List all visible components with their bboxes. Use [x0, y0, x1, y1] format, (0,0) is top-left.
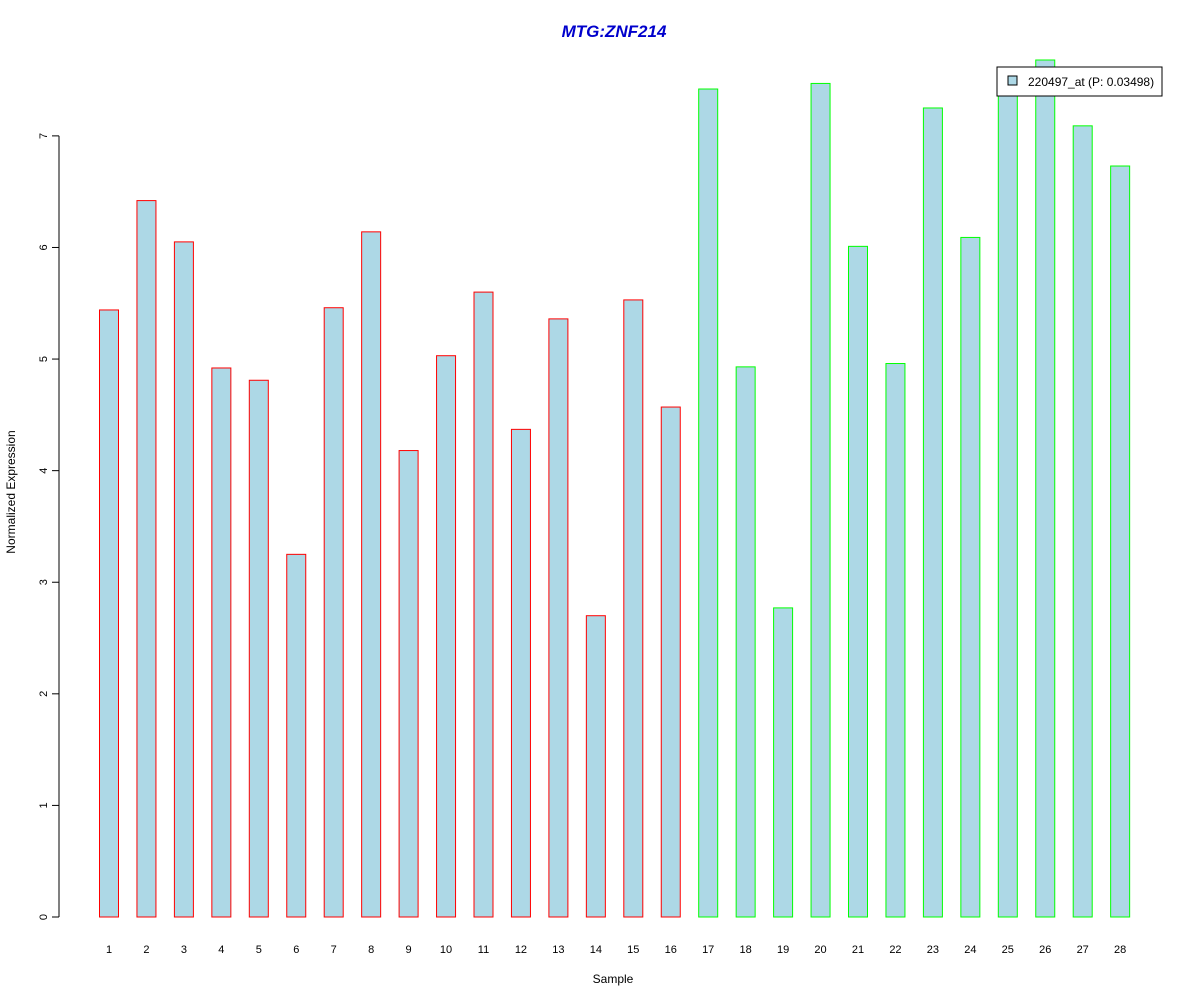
- x-tick-label: 16: [665, 944, 677, 956]
- bar-sample-7: [323, 307, 344, 918]
- bar-sample-12: [510, 428, 531, 918]
- bar-sample-5: [248, 379, 269, 918]
- legend-box: [996, 66, 1163, 97]
- y-tick-label: 4: [38, 468, 50, 474]
- x-tick-label: 7: [331, 944, 337, 956]
- y-tick-label: 3: [38, 579, 50, 585]
- bar-sample-22: [885, 363, 906, 918]
- x-tick-label: 1: [106, 944, 112, 956]
- bar-sample-14: [585, 615, 606, 918]
- chart-title: MTG:ZNF214: [562, 22, 667, 41]
- x-tick-label: 19: [777, 944, 789, 956]
- bar-sample-19: [773, 607, 794, 918]
- x-tick-label: 17: [702, 944, 714, 956]
- bar-sample-25: [997, 88, 1018, 918]
- y-tick-label: 6: [38, 244, 50, 250]
- x-tick-label: 25: [1002, 944, 1014, 956]
- y-tick-label: 2: [38, 691, 50, 697]
- x-tick-label: 23: [927, 944, 939, 956]
- y-axis: 0 1 2 3 4 5 6 7: [38, 133, 60, 920]
- y-tick-label: 5: [38, 356, 50, 362]
- x-tick-label: 3: [181, 944, 187, 956]
- x-tick-label: 13: [552, 944, 564, 956]
- bar-sample-6: [286, 553, 307, 918]
- x-tick-label: 8: [368, 944, 374, 956]
- x-tick-label: 10: [440, 944, 452, 956]
- bar-sample-17: [698, 88, 719, 918]
- bar-sample-4: [211, 367, 232, 918]
- bar-sample-3: [173, 241, 194, 918]
- x-tick-label: 18: [740, 944, 752, 956]
- x-tick-label: 20: [814, 944, 826, 956]
- bar-sample-27: [1072, 125, 1093, 918]
- bar-sample-15: [623, 299, 644, 918]
- bar-sample-18: [735, 366, 756, 918]
- x-tick-labels: 1 2 3 4 5 6 7 8 9 10 11 12 13 14 15 16 17 18 19 20 21 22 23 24 2…: [106, 944, 1126, 956]
- x-tick-label: 26: [1039, 944, 1051, 956]
- bar-sample-2: [136, 200, 157, 918]
- x-tick-label: 12: [515, 944, 527, 956]
- y-tick-label: 1: [38, 802, 50, 808]
- bar-sample-21: [848, 245, 868, 918]
- x-tick-label: 4: [218, 944, 224, 956]
- bar-sample-9: [398, 450, 419, 918]
- x-tick-label: 21: [852, 944, 864, 956]
- x-tick-label: 11: [478, 944, 489, 956]
- bar-sample-1: [99, 309, 119, 918]
- bar-sample-13: [548, 318, 569, 918]
- x-tick-label: 5: [256, 944, 262, 956]
- legend: 220497_at (P: 0.03498): [996, 66, 1163, 97]
- y-tick-label: 7: [38, 133, 50, 139]
- bar-sample-10: [436, 355, 457, 918]
- bar-sample-24: [960, 236, 981, 918]
- bar-sample-11: [473, 291, 494, 918]
- x-tick-label: 27: [1077, 944, 1089, 956]
- x-tick-label: 28: [1114, 944, 1126, 956]
- x-tick-label: 6: [293, 944, 299, 956]
- x-tick-label: 2: [143, 944, 149, 956]
- bar-sample-28: [1110, 165, 1131, 918]
- bar-sample-8: [361, 231, 382, 918]
- x-axis-label: Sample: [593, 972, 634, 986]
- bar-sample-20: [810, 82, 831, 918]
- x-tick-label: 14: [590, 944, 602, 956]
- x-tick-label: 15: [627, 944, 639, 956]
- bar-sample-26: [1035, 59, 1056, 918]
- x-tick-label: 22: [889, 944, 901, 956]
- legend-label: 220497_at (P: 0.03498): [1028, 75, 1154, 89]
- x-tick-label: 9: [406, 944, 412, 956]
- y-tick-label: 0: [38, 914, 50, 920]
- bars: [99, 59, 1131, 918]
- y-axis-label: Normalized Expression: [4, 430, 18, 553]
- bar-sample-23: [922, 107, 943, 918]
- bar-sample-16: [660, 406, 681, 918]
- x-tick-label: 24: [964, 944, 976, 956]
- legend-swatch: [1007, 75, 1018, 86]
